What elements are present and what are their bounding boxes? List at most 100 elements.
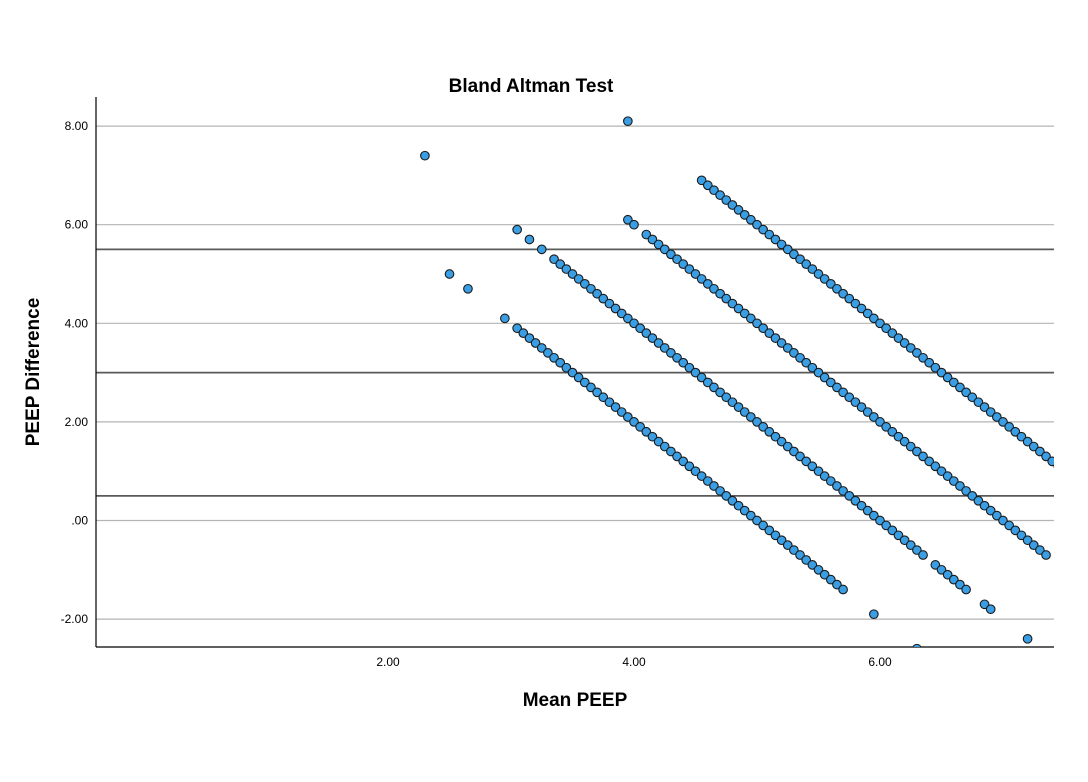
data-point [1004, 520, 1015, 531]
data-point [702, 476, 713, 486]
data-point [789, 446, 799, 457]
data-point [875, 318, 885, 329]
data-point [721, 293, 732, 304]
data-point [684, 461, 695, 472]
data-point [825, 377, 836, 388]
data-point [561, 362, 572, 373]
data-point [543, 348, 553, 358]
data-point [998, 515, 1008, 526]
data-point [752, 417, 762, 427]
chart-title: Bland Altman Test [449, 76, 614, 97]
data-point [801, 357, 812, 368]
data-point [875, 417, 885, 427]
data-point [875, 515, 885, 526]
data-point [678, 259, 689, 269]
data-point [967, 491, 978, 501]
data-point [752, 318, 762, 329]
data-point [948, 476, 959, 486]
data-point [745, 313, 756, 324]
data-point [672, 254, 682, 265]
data-point [518, 328, 529, 339]
data-point [918, 550, 928, 560]
data-point [832, 382, 842, 393]
data-point [813, 269, 824, 279]
data-point [579, 279, 590, 289]
axes [95, 97, 1054, 648]
data-point [715, 486, 725, 496]
data-point [893, 530, 904, 541]
data-point [635, 421, 646, 432]
data-point [616, 308, 627, 319]
data-point [801, 456, 812, 467]
data-point [1028, 540, 1039, 551]
data-point [844, 392, 855, 403]
data-point [776, 239, 787, 250]
data-point [776, 535, 787, 546]
data-point [463, 283, 473, 294]
data-point [832, 283, 842, 294]
data-point [782, 343, 793, 353]
data-point [1060, 467, 1069, 476]
data-point [1035, 545, 1045, 555]
data-point [850, 298, 861, 309]
data-point [659, 441, 670, 452]
data-point [905, 540, 916, 551]
data-point [782, 441, 793, 452]
data-point [936, 466, 947, 477]
data-point [1016, 431, 1027, 442]
data-point [672, 352, 682, 363]
data-point [629, 318, 639, 329]
data-point [758, 421, 769, 432]
data-point [887, 328, 898, 339]
data-point [420, 150, 430, 161]
data-point [739, 308, 750, 319]
data-point [887, 525, 898, 536]
data-point [770, 530, 781, 541]
data-point [444, 269, 455, 279]
data-point [758, 224, 769, 235]
data-point [641, 229, 652, 240]
data-point [666, 348, 676, 358]
data-point [838, 486, 848, 496]
data-point [942, 471, 953, 481]
data-point [918, 451, 928, 462]
data-point [985, 604, 996, 615]
data-point [844, 491, 855, 501]
data-point [819, 471, 830, 481]
data-point [770, 431, 781, 442]
data-point [678, 357, 689, 368]
data-point [715, 288, 725, 299]
data-point [789, 348, 799, 358]
x-tick-label-0: 2.00 [376, 655, 400, 669]
data-point [979, 402, 990, 412]
data-point [967, 392, 978, 403]
data-point [727, 298, 738, 309]
data-point [659, 343, 670, 353]
data-point [782, 540, 793, 551]
data-point [998, 417, 1008, 427]
y-tick-label-1: .00 [71, 514, 88, 528]
data-point [672, 451, 682, 462]
data-point [745, 510, 756, 521]
data-point [604, 298, 615, 309]
data-points [420, 116, 1088, 647]
data-point [868, 510, 879, 521]
data-point [930, 560, 941, 570]
data-point [789, 545, 799, 555]
data-point [733, 303, 744, 314]
data-point [819, 569, 830, 580]
data-point [696, 274, 707, 284]
data-point [1079, 482, 1088, 491]
data-point [592, 288, 602, 299]
data-point [635, 323, 646, 334]
data-point [500, 313, 510, 324]
data-point [561, 264, 572, 274]
data-point [1022, 436, 1033, 447]
data-point [819, 372, 830, 383]
x-axis-label: Mean PEEP [523, 690, 628, 711]
data-point [955, 579, 965, 590]
data-point [912, 348, 922, 358]
data-point [838, 584, 848, 595]
